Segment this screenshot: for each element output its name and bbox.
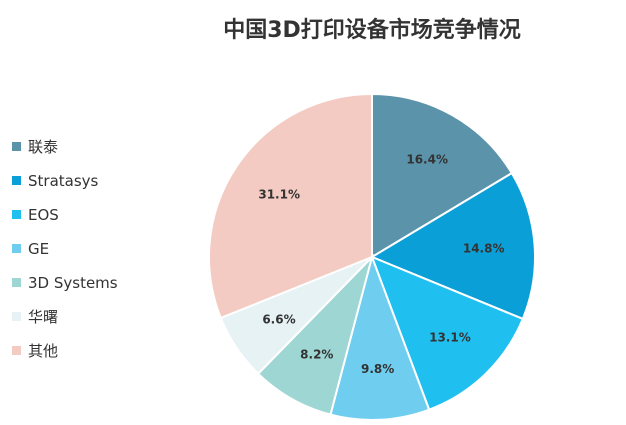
data-label-2: 13.1% <box>429 330 471 344</box>
legend-swatch-1 <box>12 176 21 185</box>
legend-label-4: 3D Systems <box>28 274 118 292</box>
legend-label-5: 华曙 <box>28 308 58 326</box>
pie-slice-1 <box>369 171 536 321</box>
data-label-0: 16.4% <box>406 153 448 167</box>
legend-swatch-6 <box>12 346 21 355</box>
data-label-3: 9.8% <box>361 362 394 376</box>
pie-slice-6 <box>208 92 373 320</box>
legend-swatch-3 <box>12 244 21 253</box>
legend-swatch-0 <box>12 142 21 151</box>
pie-slice-0 <box>371 92 514 259</box>
data-label-6: 31.1% <box>258 187 300 201</box>
legend-label-2: EOS <box>28 206 59 224</box>
data-label-4: 8.2% <box>300 347 333 361</box>
legend-swatch-2 <box>12 210 21 219</box>
pie-slice-2 <box>370 255 525 411</box>
pie-slice-3 <box>329 253 431 421</box>
data-label-5: 6.6% <box>262 312 295 326</box>
legend-swatch-4 <box>12 278 21 287</box>
legend-label-0: 联泰 <box>28 138 58 156</box>
chart-title: 中国3D打印设备市场竞争情况 <box>223 17 521 43</box>
legend-swatch-5 <box>12 312 21 321</box>
legend-label-6: 其他 <box>28 342 58 360</box>
data-label-1: 14.8% <box>463 242 505 256</box>
pie-slices <box>208 92 536 421</box>
pie-data-labels: 16.4% 14.8% 13.1% 9.8% 8.2% 6.6% 31.1% <box>258 153 504 376</box>
legend-label-1: Stratasys <box>28 172 99 190</box>
legend-label-3: GE <box>28 240 49 258</box>
